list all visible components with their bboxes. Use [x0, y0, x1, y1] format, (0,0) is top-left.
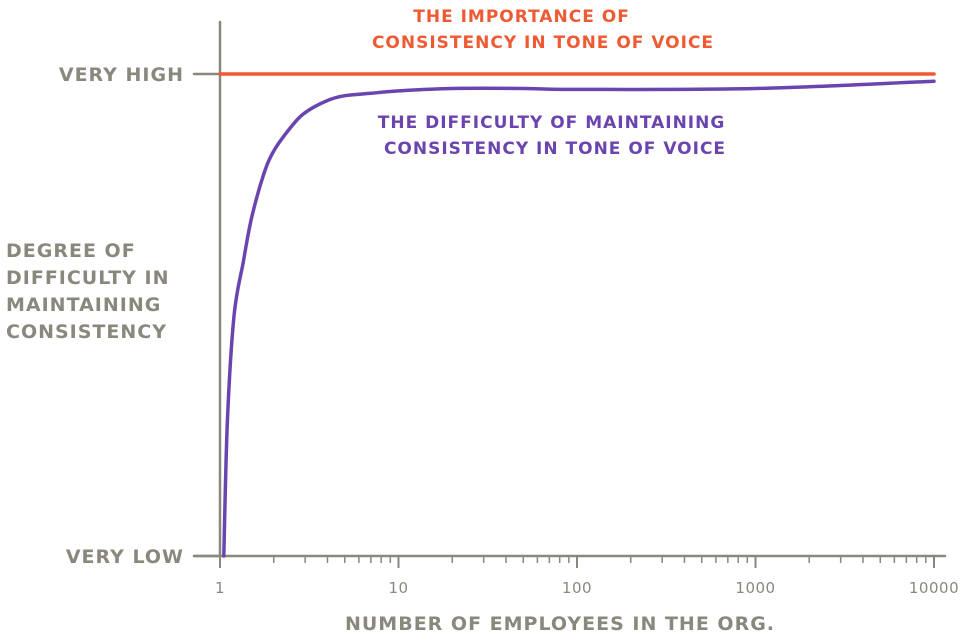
difficulty-annotation-line: CONSISTENCY IN TONE OF VOICE	[384, 139, 726, 159]
difficulty-annotation-line: THE DIFFICULTY OF MAINTAINING	[378, 113, 726, 133]
y-ticks: VERY HIGH VERY LOW	[59, 64, 222, 568]
x-tick-label: 100	[562, 579, 592, 597]
difficulty-annotation: THE DIFFICULTY OF MAINTAINING CONSISTENC…	[378, 113, 733, 159]
importance-annotation: THE IMPORTANCE OF CONSISTENCY IN TONE OF…	[372, 7, 714, 53]
x-tick-label: 1	[215, 579, 225, 597]
y-tick-label: VERY HIGH	[59, 64, 184, 86]
x-axis-label: NUMBER OF EMPLOYEES IN THE ORG.	[345, 613, 775, 635]
y-axis-label-line: CONSISTENCY	[6, 321, 167, 343]
importance-annotation-line: THE IMPORTANCE OF	[413, 7, 630, 27]
y-tick-label: VERY LOW	[66, 546, 184, 568]
y-axis-label-line: DEGREE OF	[6, 240, 136, 262]
y-axis-label-line: DIFFICULTY IN	[6, 267, 170, 289]
y-axis-label: DEGREE OF DIFFICULTY IN MAINTAINING CONS…	[6, 240, 177, 343]
importance-annotation-line: CONSISTENCY IN TONE OF VOICE	[372, 33, 714, 53]
series-layer	[218, 72, 936, 558]
x-tick-label: 1000	[735, 579, 775, 597]
x-tick-label: 10000	[909, 579, 959, 597]
y-axis-label-line: MAINTAINING	[6, 294, 161, 316]
x-ticks: 1 10 100 1000 10000	[215, 556, 959, 597]
difficulty-series-line	[222, 79, 936, 558]
x-tick-label: 10	[388, 579, 408, 597]
